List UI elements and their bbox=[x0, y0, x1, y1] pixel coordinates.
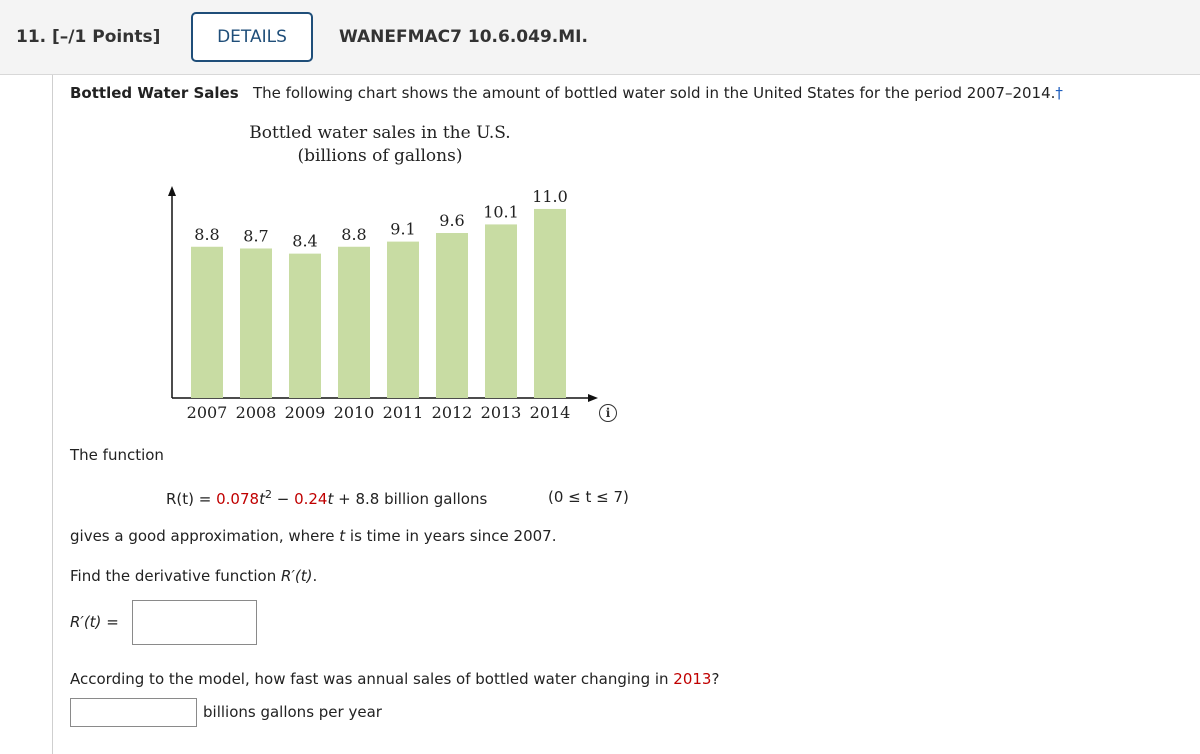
answer-label-fn: R′(t) bbox=[70, 613, 102, 631]
find-post: . bbox=[312, 567, 318, 585]
chart-title-line1: Bottled water sales in the U.S. bbox=[249, 123, 511, 143]
rate-answer-input[interactable] bbox=[70, 698, 197, 727]
bar-chart: 8.8 2007 8.7 2008 8.4 2009 8.8 2010 9.1 2011 9.6 20… bbox=[168, 186, 598, 422]
formula-rest: + 8.8 billion gallons bbox=[333, 490, 488, 508]
bar-2010 bbox=[338, 246, 370, 398]
problem-intro-text: The following chart shows the amount of … bbox=[252, 84, 1056, 102]
rate-question-post: ? bbox=[711, 670, 720, 688]
approximation-text: gives a good approximation, where t is t… bbox=[70, 527, 556, 545]
find-fn: R′(t) bbox=[281, 567, 313, 585]
find-derivative-prompt: Find the derivative function R′(t). bbox=[70, 567, 317, 585]
bar-value-label-2011: 9.1 bbox=[390, 220, 415, 239]
rate-question-pre: According to the model, how fast was ann… bbox=[70, 670, 674, 688]
bar-2007 bbox=[191, 246, 223, 398]
bar-value-label-2013: 10.1 bbox=[483, 202, 519, 221]
chart-title: Bottled water sales in the U.S. (billion… bbox=[200, 122, 560, 168]
rate-answer-unit: billions gallons per year bbox=[203, 703, 382, 721]
problem-title: Bottled Water Sales bbox=[70, 84, 239, 102]
x-tick-label-2012: 2012 bbox=[432, 403, 473, 422]
formula-minus: − bbox=[271, 490, 295, 508]
bar-value-label-2008: 8.7 bbox=[243, 226, 268, 245]
x-tick-label-2014: 2014 bbox=[530, 403, 571, 422]
question-header: 11. [–/1 Points] DETAILS WANEFMAC7 10.6.… bbox=[0, 0, 1200, 75]
x-tick-label-2007: 2007 bbox=[187, 403, 228, 422]
rate-question-year: 2013 bbox=[673, 670, 712, 688]
bar-value-label-2007: 8.8 bbox=[194, 225, 219, 244]
bar-2011 bbox=[387, 241, 419, 398]
bar-2009 bbox=[289, 253, 321, 398]
question-number: 11. [–/1 Points] bbox=[16, 27, 161, 47]
formula: R(t) = 0.078t2 − 0.24t + 8.8 billion gal… bbox=[166, 488, 487, 508]
bar-2008 bbox=[240, 248, 272, 398]
x-tick-label-2013: 2013 bbox=[481, 403, 522, 422]
bar-value-label-2014: 11.0 bbox=[532, 187, 568, 206]
x-axis-arrow bbox=[588, 394, 598, 402]
details-button[interactable]: DETAILS bbox=[191, 12, 313, 62]
function-intro: The function bbox=[70, 446, 164, 464]
approx-pre: gives a good approximation, where bbox=[70, 527, 340, 545]
formula-exponent: 2 bbox=[264, 488, 272, 501]
formula-coef2: 0.24 bbox=[294, 490, 328, 508]
answer-label: R′(t) = bbox=[70, 613, 119, 631]
formula-t2: t bbox=[327, 490, 334, 508]
bar-value-label-2009: 8.4 bbox=[292, 232, 317, 251]
formula-lhs: R(t) = bbox=[166, 490, 217, 508]
formula-t1: t bbox=[259, 490, 265, 508]
question-id: WANEFMAC7 10.6.049.MI. bbox=[339, 27, 588, 47]
info-icon[interactable]: i bbox=[599, 404, 617, 422]
approx-var: t bbox=[339, 527, 346, 545]
y-axis-arrow bbox=[168, 186, 176, 196]
chart-title-line2: (billions of gallons) bbox=[297, 146, 463, 166]
dagger-footnote-link[interactable]: † bbox=[1055, 84, 1063, 102]
x-tick-label-2010: 2010 bbox=[334, 403, 375, 422]
rate-question: According to the model, how fast was ann… bbox=[70, 670, 719, 688]
approx-post: is time in years since 2007. bbox=[345, 527, 557, 545]
bar-2012 bbox=[436, 233, 468, 398]
formula-domain: (0 ≤ t ≤ 7) bbox=[548, 488, 629, 506]
answer-label-eq: = bbox=[101, 613, 119, 631]
x-tick-label-2008: 2008 bbox=[236, 403, 277, 422]
x-tick-label-2011: 2011 bbox=[383, 403, 424, 422]
derivative-answer-input[interactable] bbox=[132, 600, 257, 645]
find-pre: Find the derivative function bbox=[70, 567, 282, 585]
question-body bbox=[52, 75, 1200, 754]
x-tick-label-2009: 2009 bbox=[285, 403, 326, 422]
bar-value-label-2010: 8.8 bbox=[341, 225, 366, 244]
formula-coef1: 0.078 bbox=[216, 490, 260, 508]
bar-2013 bbox=[485, 224, 517, 398]
problem-intro: Bottled Water Sales The following chart … bbox=[70, 84, 1063, 102]
bar-value-label-2012: 9.6 bbox=[439, 211, 464, 230]
bar-2014 bbox=[534, 208, 566, 398]
